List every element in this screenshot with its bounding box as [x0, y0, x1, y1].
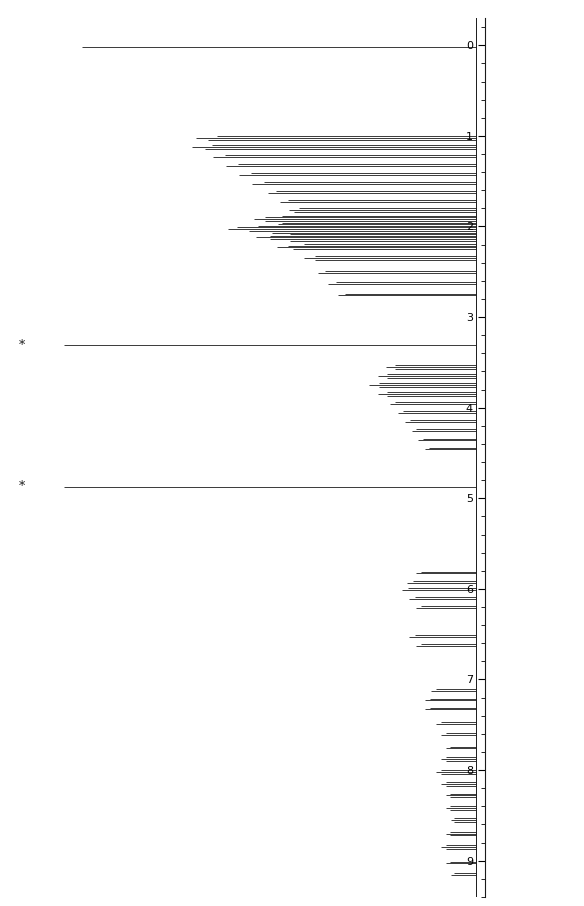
Text: *: * [19, 339, 26, 352]
Text: *: * [19, 480, 26, 493]
